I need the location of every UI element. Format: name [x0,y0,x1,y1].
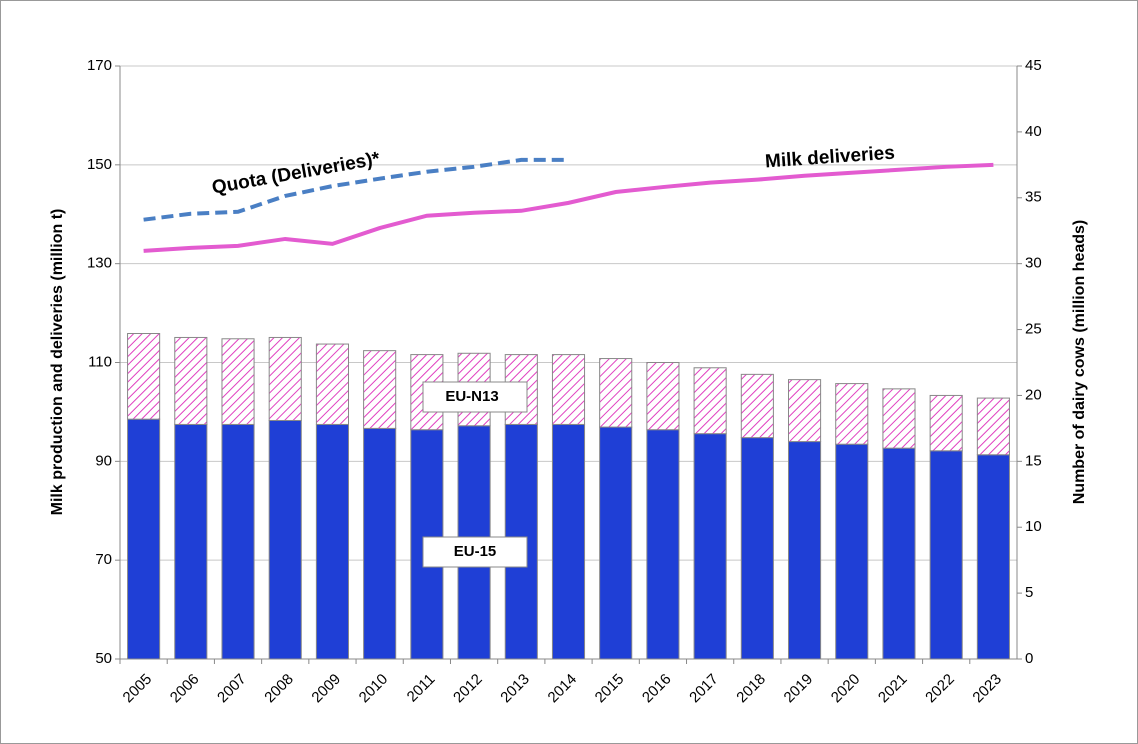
bar [315,343,349,425]
y-axis-label: Milk production and deliveries (million … [49,209,66,516]
line [143,157,569,222]
y2-tick-label: 45 [1025,57,1042,74]
y2-tick-label: 10 [1025,518,1042,535]
bar [127,333,161,420]
bar [268,336,302,421]
bar [551,354,586,425]
bar [599,426,633,660]
y2-tick-label: 40 [1025,123,1042,140]
bar [221,338,255,425]
bar [693,367,727,435]
y-tick-label: 90 [95,452,112,469]
y2-tick-label: 30 [1025,255,1042,272]
label-box [422,536,528,568]
label-box [422,381,528,413]
bar [551,423,586,660]
line [143,162,994,253]
bar [929,450,963,660]
y2-tick-label: 25 [1025,321,1042,338]
bar [788,441,822,660]
y2-tick-label: 15 [1025,452,1042,469]
bar [363,350,397,429]
legend-label: EU-15 [454,543,497,560]
bar [740,373,774,439]
bar [882,388,916,449]
bar [835,443,869,660]
y2-tick-label: 20 [1025,386,1042,403]
y-tick-label: 50 [95,650,112,667]
bar [882,447,916,660]
y-tick-label: 70 [95,551,112,568]
y-tick-label: 150 [87,156,112,173]
bar [646,362,680,431]
bar [740,437,774,660]
bar [127,418,161,660]
bar [599,358,633,428]
bar [315,423,349,660]
bar [174,423,208,660]
bar [788,379,822,443]
y2-tick-label: 35 [1025,189,1042,206]
bar [363,427,397,660]
bar [929,394,963,452]
y-tick-label: 170 [87,57,112,74]
bar [693,433,727,660]
bar [174,336,208,425]
bar [835,383,869,445]
bar [976,454,1010,660]
y2-tick-label: 0 [1025,650,1033,667]
bar [646,429,680,660]
y-tick-label: 110 [88,353,112,370]
legend-label: EU-N13 [445,388,498,405]
y-tick-label: 130 [87,255,112,272]
bar [221,423,255,660]
bar [268,419,302,660]
bar [976,397,1010,456]
y2-axis-label: Number of dairy cows (million heads) [1071,220,1088,505]
y2-tick-label: 5 [1025,584,1033,601]
